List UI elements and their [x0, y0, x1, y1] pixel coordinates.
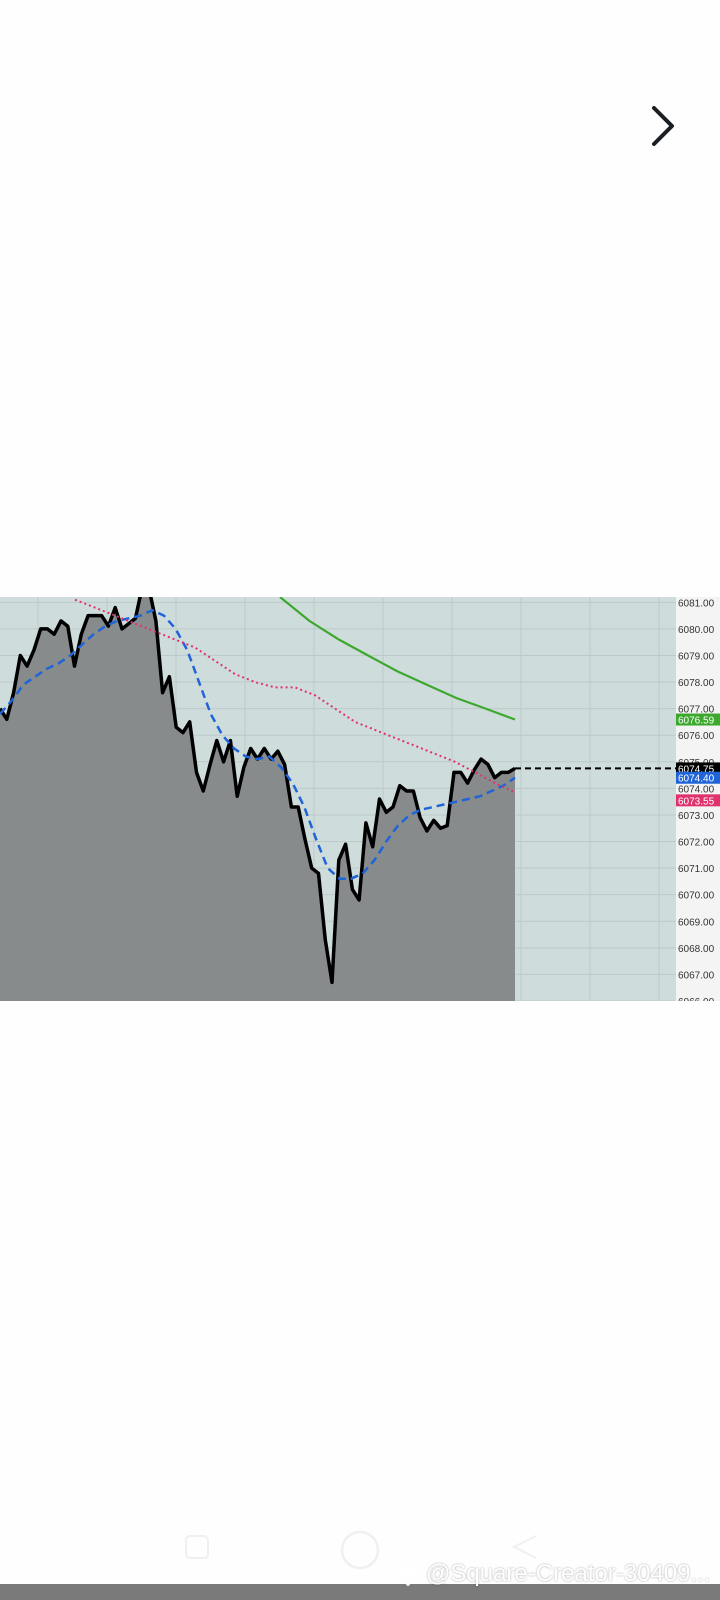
- watermark: @Square-Creator-30409...: [394, 1556, 711, 1592]
- recent-apps-icon: [185, 1535, 209, 1559]
- y-tick-label: 6081.00: [678, 598, 715, 609]
- chart-svg: 6081.006080.006079.006078.006077.006076.…: [0, 597, 720, 1001]
- y-tick-label: 6074.00: [678, 784, 715, 795]
- bottom-strip: [0, 1584, 720, 1600]
- price-chart: 6081.00 6080.00 6079.00 6078.00 6077.00 6076.…: [0, 597, 720, 1001]
- recent-apps-button[interactable]: [182, 1532, 214, 1562]
- system-navigation-bar: [0, 1528, 720, 1578]
- last-value-label: 6074.75: [678, 764, 715, 775]
- chevron-right-icon: [652, 106, 674, 146]
- last-value-label: 6074.40: [678, 774, 715, 785]
- y-tick-label: 6072.00: [678, 838, 715, 849]
- y-tick-label: 6080.00: [678, 625, 715, 636]
- y-tick-label: 6067.00: [678, 970, 715, 981]
- home-icon: [340, 1530, 380, 1570]
- y-tick-label: 6066.00: [678, 997, 715, 1001]
- y-tick-label: 6073.00: [678, 811, 715, 822]
- y-tick-label: 6068.00: [678, 944, 715, 955]
- y-tick-label: 6079.00: [678, 651, 715, 662]
- last-value-badge: [676, 771, 720, 784]
- y-tick-label: 6078.00: [678, 678, 715, 689]
- last-value-label: 6073.55: [678, 796, 715, 807]
- dashed-indicator-line: [0, 608, 516, 880]
- watermark-text: @Square-Creator-30409...: [426, 1560, 711, 1587]
- next-button[interactable]: [636, 98, 692, 154]
- y-tick-label: 6077.00: [678, 705, 715, 716]
- solid-indicator-line: [279, 597, 516, 721]
- last-value-badge: [676, 794, 720, 807]
- back-button[interactable]: [508, 1532, 542, 1562]
- price-area-fill: [0, 597, 515, 1001]
- last-value-badge: [676, 762, 720, 775]
- y-tick-label: 6069.00: [678, 917, 715, 928]
- binance-logo-icon: [395, 1561, 421, 1587]
- last-value-label: 6076.59: [678, 716, 715, 727]
- y-tick-label: 6070.00: [678, 891, 715, 902]
- y-tick-label: 6076.00: [678, 731, 715, 742]
- last-value-badge: [676, 713, 720, 726]
- home-button[interactable]: [338, 1528, 382, 1572]
- y-tick-label: 6071.00: [678, 864, 715, 875]
- back-icon: [511, 1535, 537, 1559]
